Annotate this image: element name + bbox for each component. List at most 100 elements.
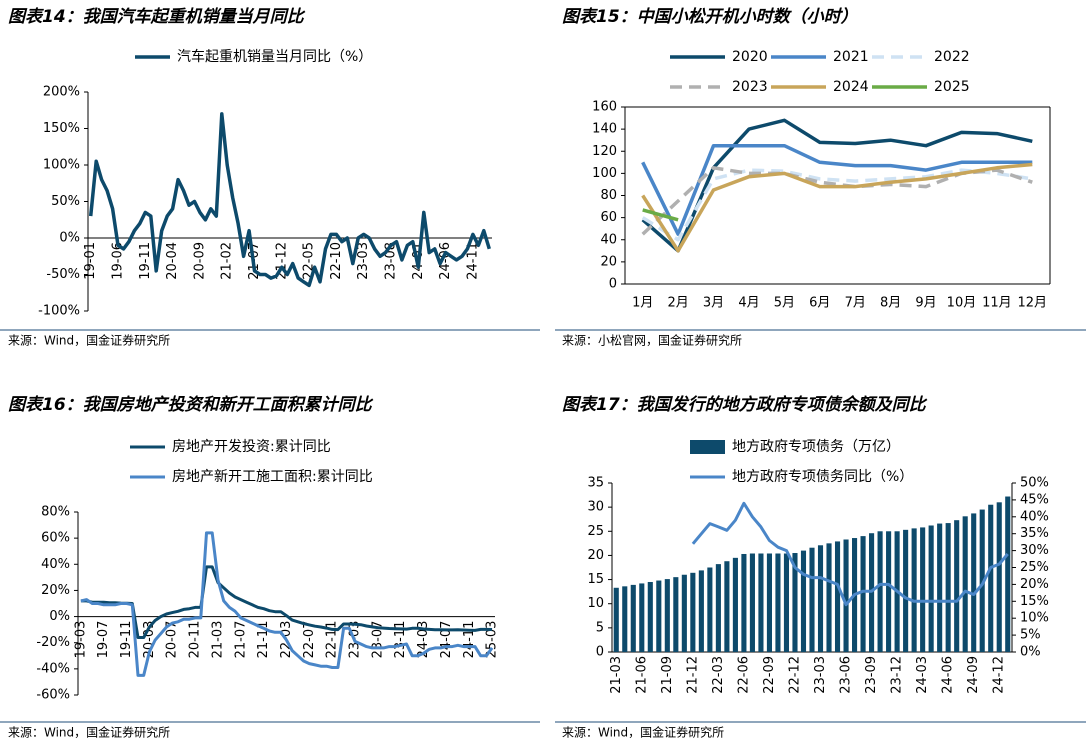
chart-title: 图表15：中国小松开机小时数（小时）	[562, 7, 858, 27]
x-tick-label: 24-03	[915, 656, 930, 694]
y-tick-label: 20	[587, 548, 604, 563]
y2-tick-label: 40%	[1020, 509, 1049, 524]
legend-label: 汽车起重机销量当月同比（%）	[177, 48, 372, 65]
line-series	[641, 168, 1033, 242]
line-series	[641, 118, 1033, 253]
line-series	[642, 208, 679, 222]
source: 来源：Wind，国金证券研究所	[562, 725, 724, 740]
x-tick-label: 24-06	[438, 242, 453, 280]
bar	[920, 527, 926, 652]
bar	[988, 504, 994, 652]
bar	[971, 513, 977, 652]
y2-tick-label: 10%	[1020, 611, 1049, 626]
x-tick-label: 19-06	[111, 242, 126, 280]
bar	[724, 561, 730, 652]
y2-tick-label: 45%	[1020, 492, 1049, 507]
bar	[954, 520, 960, 652]
y-tick-label: 150%	[43, 121, 80, 136]
bar	[937, 523, 943, 652]
source: 来源：小松官网，国金证券研究所	[562, 333, 742, 348]
bar	[766, 553, 772, 652]
bar	[741, 553, 747, 652]
line-series	[88, 112, 491, 288]
bar	[732, 557, 738, 652]
bar	[758, 553, 764, 652]
bar	[962, 516, 968, 652]
x-tick-label: 24-11	[465, 242, 480, 280]
legend-label: 地方政府专项债务（万亿）	[732, 439, 900, 455]
y-tick-label: -60%	[36, 688, 70, 703]
y-tick-label: -50%	[46, 267, 80, 282]
bar	[630, 584, 636, 652]
y-tick-label: 35	[587, 476, 604, 491]
x-tick-label: 10月	[947, 296, 977, 311]
line-series	[80, 531, 494, 677]
x-tick-label: 21-03	[210, 621, 225, 659]
y-tick-label: 20	[600, 254, 617, 269]
line-series	[641, 143, 1033, 236]
source: 来源：Wind，国金证券研究所	[8, 725, 170, 740]
legend-label: 2023	[732, 79, 768, 95]
y-tick-label: 120	[592, 144, 617, 159]
bar	[834, 541, 841, 652]
y-tick-label: 100%	[43, 158, 80, 173]
x-tick-label: 23-11	[393, 621, 408, 659]
bar	[979, 509, 985, 652]
x-tick-label: 23-12	[890, 656, 905, 694]
legend-label: 2021	[833, 49, 869, 65]
x-tick-label: 12月	[1018, 296, 1048, 311]
bar	[928, 525, 934, 652]
y-tick-label: 40%	[41, 557, 70, 572]
x-tick-label: 23-09	[864, 656, 879, 694]
bar	[996, 502, 1002, 652]
y2-tick-label: 15%	[1020, 594, 1049, 609]
bar	[826, 543, 832, 652]
y-tick-label: 0	[609, 277, 617, 292]
y-tick-label: 10	[587, 596, 604, 611]
legend-label: 2020	[732, 49, 768, 65]
x-tick-label: 22-03	[711, 656, 726, 694]
bar	[656, 580, 662, 652]
x-tick-label: 24-06	[941, 656, 956, 694]
bar	[817, 545, 824, 652]
x-tick-label: 19-11	[119, 621, 134, 659]
x-tick-label: 21-06	[634, 656, 649, 694]
y-tick-label: 60	[600, 210, 617, 225]
bar	[792, 553, 798, 652]
bar	[886, 531, 892, 652]
line-series	[641, 162, 1033, 253]
x-tick-label: 24-11	[462, 621, 477, 659]
x-tick-label: 21-09	[660, 656, 675, 694]
bar	[690, 572, 696, 652]
bar	[647, 581, 653, 652]
bar	[622, 586, 628, 652]
y-tick-label: 15	[587, 572, 604, 587]
x-tick-label: 24-07	[439, 621, 454, 659]
legend-label: 2024	[833, 79, 869, 95]
chart-title: 图表16：我国房地产投资和新开工面积累计同比	[8, 395, 374, 415]
x-tick-label: 22-12	[787, 656, 802, 694]
legend-label: 2022	[934, 49, 970, 65]
bar	[877, 531, 883, 652]
y-tick-label: 80	[600, 188, 617, 203]
y-tick-label: -100%	[38, 304, 80, 319]
x-tick-label: 11月	[982, 296, 1012, 311]
x-tick-label: 23-03	[813, 656, 828, 694]
x-tick-label: 6月	[809, 296, 830, 311]
y-tick-label: 40	[600, 232, 617, 247]
legend-label: 房地产开发投资:累计同比	[172, 439, 331, 455]
line-series	[691, 501, 1009, 607]
x-tick-label: 20-11	[188, 621, 203, 659]
bar	[800, 550, 807, 652]
line-series	[80, 565, 493, 639]
legend-swatch	[690, 440, 725, 454]
y-tick-label: 50%	[51, 194, 80, 209]
bar	[749, 553, 755, 652]
x-tick-label: 24-12	[992, 656, 1007, 694]
y2-tick-label: 30%	[1020, 543, 1049, 558]
x-tick-label: 22-09	[762, 656, 777, 694]
x-tick-label: 22-07	[302, 621, 317, 659]
chart-title: 图表17：我国发行的地方政府专项债余额及同比	[562, 395, 928, 415]
y-tick-label: 30	[587, 500, 604, 515]
x-tick-label: 19-11	[138, 242, 153, 280]
